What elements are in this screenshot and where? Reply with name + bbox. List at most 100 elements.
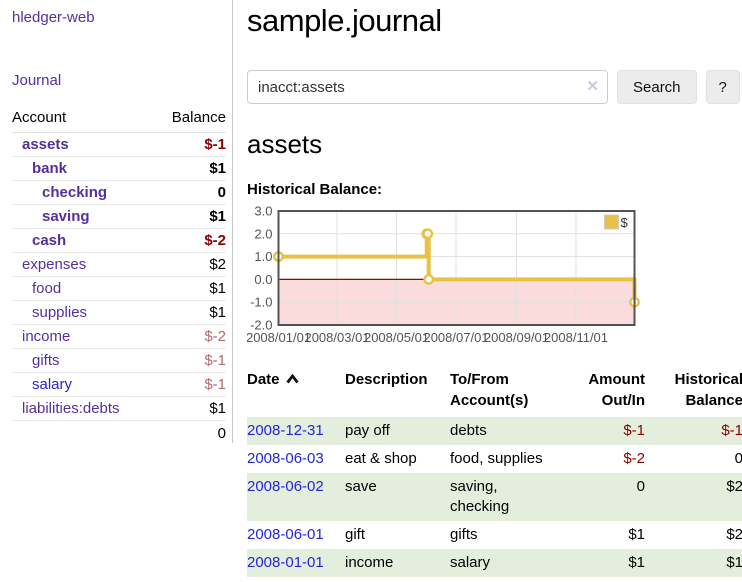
- register-col-amount: Amount Out/In: [588, 371, 645, 409]
- data-point: [422, 228, 434, 240]
- accounts-table: Account Balance assets $-1 bank $1 check…: [12, 104, 226, 446]
- account-link[interactable]: salary: [32, 376, 73, 393]
- account-link[interactable]: assets: [22, 136, 69, 153]
- svg-text:2.0: 2.0: [254, 226, 272, 241]
- account-row: food $1: [12, 276, 226, 301]
- transaction-balance: 0: [734, 450, 742, 467]
- transaction-date-link[interactable]: 2008-12-31: [247, 422, 324, 439]
- svg-text:-2.0: -2.0: [250, 318, 272, 333]
- account-link[interactable]: bank: [32, 160, 68, 177]
- account-balance: $-1: [154, 372, 226, 397]
- transaction-description: eat & shop: [345, 450, 417, 467]
- account-row: gifts $-1: [12, 348, 226, 373]
- register-row: 2008-06-02 save saving, checking 0 $2: [247, 473, 742, 521]
- transaction-date-link[interactable]: 2008-06-03: [247, 450, 324, 467]
- transaction-balance: $2: [645, 473, 742, 521]
- account-link[interactable]: saving: [42, 208, 90, 225]
- account-link[interactable]: liabilities:debts: [22, 400, 120, 417]
- chart-svg: -2.0 -1.0 0.0 1.0 2.0 3.0 2008/01/012008/03/01…: [246, 204, 640, 345]
- svg-text:2008/05/01: 2008/05/01: [364, 330, 429, 345]
- transaction-date-link[interactable]: 2008-01-01: [247, 554, 324, 571]
- sidebar-item-journal[interactable]: Journal: [12, 72, 62, 89]
- register-row: 2008-01-01 income salary $1 $1: [247, 549, 742, 577]
- search-input[interactable]: [247, 70, 608, 104]
- transaction-date-link[interactable]: 2008-06-01: [247, 526, 324, 543]
- account-row: expenses $2: [12, 252, 226, 277]
- transaction-description: save: [345, 473, 450, 521]
- svg-text:-1.0: -1.0: [250, 295, 272, 310]
- register-table: Date Description To/From Account(s) Amou…: [247, 367, 742, 577]
- account-row: supplies $1: [12, 300, 226, 325]
- transaction-amount: $-1: [555, 417, 645, 445]
- plot-border: [277, 210, 636, 326]
- account-link[interactable]: supplies: [32, 304, 88, 321]
- brand-link[interactable]: hledger-web: [12, 9, 95, 26]
- account-link[interactable]: checking: [42, 184, 108, 201]
- svg-text:3.0: 3.0: [254, 206, 272, 219]
- account-link[interactable]: expenses: [22, 256, 87, 273]
- register-row: 2008-12-31 pay off debts $-1 $-1: [247, 417, 742, 445]
- account-link[interactable]: food: [32, 280, 62, 297]
- account-link[interactable]: gifts: [32, 352, 60, 369]
- legend-label: $: [621, 215, 629, 230]
- register-col-accounts: To/From Account(s): [450, 371, 529, 409]
- account-row: salary $-1: [12, 372, 226, 397]
- search-form: ✕ Search ?: [247, 70, 742, 104]
- transaction-balance: $-1: [645, 417, 742, 445]
- accounts-total-row: 0: [12, 420, 226, 446]
- account-row: bank $1: [12, 156, 226, 181]
- sort-ascending-icon: [285, 369, 299, 390]
- page-title: sample.journal: [247, 3, 442, 38]
- main-content: sample.journal ✕ Search ? assets Histori…: [246, 0, 742, 577]
- account-row: cash $-2: [12, 228, 226, 253]
- help-button[interactable]: ?: [705, 70, 740, 104]
- account-row: checking 0: [12, 180, 226, 205]
- svg-text:1.0: 1.0: [254, 249, 272, 264]
- svg-text:0.0: 0.0: [254, 272, 272, 287]
- transaction-amount: $1: [628, 526, 645, 543]
- account-link[interactable]: cash: [32, 232, 67, 249]
- account-balance: $1: [154, 204, 226, 229]
- svg-text:2008/03/01: 2008/03/01: [304, 330, 369, 345]
- account-row: assets $-1: [12, 132, 226, 157]
- accounts-col-header: Account: [12, 104, 155, 133]
- account-link[interactable]: income: [22, 328, 71, 345]
- transaction-accounts: food, supplies: [450, 450, 543, 467]
- transaction-amount: $-2: [623, 450, 645, 467]
- svg-text:2008/01/01: 2008/01/01: [247, 330, 311, 345]
- historical-balance-chart: -2.0 -1.0 0.0 1.0 2.0 3.0 2008/01/01 2008/03/01…: [246, 204, 717, 348]
- account-balance: $-2: [154, 228, 226, 253]
- account-balance: $1: [154, 276, 226, 301]
- transaction-amount: $1: [555, 549, 645, 577]
- transaction-accounts: gifts: [450, 526, 478, 543]
- chart-title: Historical Balance:: [247, 181, 383, 198]
- balance-col-header: Balance: [154, 104, 226, 133]
- svg-text:2008/11/01: 2008/11/01: [544, 330, 608, 345]
- account-balance: $1: [154, 300, 226, 325]
- account-row: income $-2: [12, 324, 226, 349]
- transaction-accounts: debts: [450, 417, 555, 445]
- transaction-balance: $2: [726, 526, 742, 543]
- accounts-total-value: 0: [154, 420, 226, 446]
- account-balance: $1: [154, 156, 226, 181]
- transaction-balance: $1: [645, 549, 742, 577]
- register-col-description: Description: [345, 371, 428, 388]
- transaction-description: pay off: [345, 417, 450, 445]
- register-col-date[interactable]: Date: [247, 367, 345, 417]
- search-button[interactable]: Search: [617, 70, 697, 104]
- transaction-accounts: saving, checking: [450, 473, 555, 521]
- register-col-balance: Historical Balance: [674, 371, 742, 409]
- account-balance: $1: [154, 396, 226, 421]
- sidebar: hledger-web Journal Account Balance asse…: [0, 0, 233, 446]
- account-balance: $2: [154, 252, 226, 277]
- register-row: 2008-06-03 eat & shop food, supplies $-2…: [247, 445, 742, 473]
- clear-search-icon[interactable]: ✕: [586, 78, 599, 95]
- transaction-description: income: [345, 549, 450, 577]
- account-balance: $-1: [154, 132, 226, 157]
- legend-swatch: [604, 214, 619, 230]
- transaction-amount: 0: [555, 473, 645, 521]
- transaction-date-link[interactable]: 2008-06-02: [247, 478, 324, 495]
- account-row: liabilities:debts $1: [12, 396, 226, 421]
- account-heading: assets: [247, 129, 323, 159]
- svg-text:2008/09/01: 2008/09/01: [484, 330, 549, 345]
